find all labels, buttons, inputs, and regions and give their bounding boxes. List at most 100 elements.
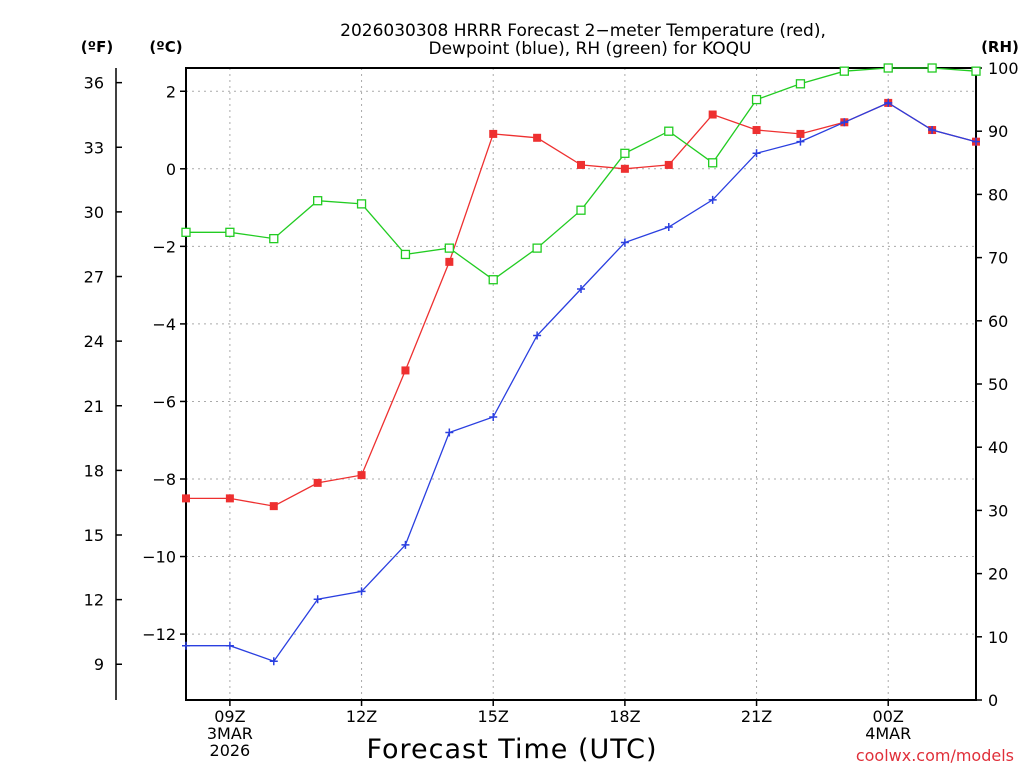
temperature-point: [182, 494, 190, 503]
x-tick-label: 4MAR: [865, 724, 911, 743]
rh-point: [269, 233, 279, 244]
dewpoint-point: [357, 587, 366, 596]
celsius-axis-label: (ºC): [149, 38, 182, 56]
dewpoint-point: [313, 595, 322, 604]
celsius-tick-label: −6: [152, 392, 176, 411]
rh-tick-label: 20: [988, 565, 1008, 584]
rh-tick-label: 30: [988, 501, 1008, 520]
x-tick-label: 15Z: [478, 707, 509, 726]
temperature-point: [445, 257, 454, 266]
dewpoint-point: [489, 412, 498, 421]
axes: 20−2−4−6−8−10−12363330272421181512910090…: [84, 59, 1019, 760]
temperature-point: [533, 133, 542, 142]
fahrenheit-tick-label: 24: [84, 332, 104, 351]
dewpoint-point: [620, 238, 629, 247]
fahrenheit-tick-label: 18: [84, 461, 104, 480]
dewpoint-point: [664, 222, 673, 231]
rh-tick-label: 40: [988, 438, 1008, 457]
x-tick-label: 00Z: [873, 707, 904, 726]
rh-point: [444, 243, 454, 253]
dewpoint-point: [884, 98, 893, 107]
rh-point: [313, 196, 323, 206]
rh-point: [883, 63, 893, 73]
dewpoint-point: [577, 285, 585, 294]
fahrenheit-tick-label: 12: [84, 591, 104, 610]
rh-point: [225, 227, 235, 237]
rh-point: [708, 158, 718, 168]
rh-tick-label: 100: [988, 59, 1019, 78]
celsius-tick-label: −12: [142, 625, 176, 644]
rh-point: [971, 66, 981, 76]
dewpoint-point: [928, 126, 937, 135]
dewpoint-line: [186, 102, 977, 662]
credit-text: coolwx.com/models: [856, 746, 1014, 765]
temperature-point: [708, 110, 717, 119]
fahrenheit-tick-label: 30: [84, 203, 104, 222]
rh-point: [400, 249, 411, 260]
dewpoint-point: [182, 641, 190, 650]
rh-tick-label: 80: [988, 185, 1008, 204]
x-tick-label: 21Z: [741, 707, 772, 726]
dewpoint-point: [752, 149, 761, 158]
dewpoint-point: [796, 137, 805, 146]
dewpoint-point: [401, 540, 410, 549]
celsius-tick-label: 2: [166, 82, 176, 101]
series-layer: [181, 63, 981, 666]
celsius-tick-label: −8: [152, 470, 176, 489]
temperature-point: [796, 129, 805, 138]
rh-point: [356, 199, 367, 209]
rh-point: [181, 227, 191, 237]
x-tick-label: 2026: [210, 741, 251, 760]
temperature-point: [664, 160, 673, 169]
fahrenheit-tick-label: 15: [84, 526, 104, 545]
fahrenheit-axis-label: (ºF): [81, 38, 113, 56]
celsius-tick-label: −4: [152, 315, 176, 334]
temperature-point: [620, 164, 629, 173]
dewpoint-point: [708, 195, 717, 204]
temperature-point: [489, 129, 498, 138]
x-tick-label: 18Z: [609, 707, 640, 726]
rh-point: [620, 148, 630, 158]
rh-point: [795, 79, 806, 89]
fahrenheit-tick-label: 9: [94, 655, 104, 674]
rh-line: [186, 67, 977, 281]
x-tick-label: 3MAR: [207, 724, 253, 743]
x-tick-label: 09Z: [214, 707, 245, 726]
temperature-point: [357, 471, 366, 480]
x-axis-title: Forecast Time (UTC): [366, 734, 657, 765]
dewpoint-point: [225, 641, 234, 650]
fahrenheit-tick-label: 27: [84, 268, 104, 287]
dewpoint-point: [445, 428, 454, 437]
rh-tick-label: 90: [988, 122, 1008, 141]
rh-point: [751, 94, 762, 105]
fahrenheit-tick-label: 36: [84, 74, 104, 93]
fahrenheit-tick-label: 21: [84, 397, 104, 416]
dewpoint-point: [840, 118, 849, 127]
temperature-point: [401, 366, 410, 375]
rh-point: [927, 63, 937, 73]
rh-point: [532, 243, 542, 253]
rh-tick-label: 10: [988, 628, 1008, 647]
x-tick-label: 12Z: [346, 707, 377, 726]
rh-point: [576, 205, 586, 215]
celsius-tick-label: 0: [166, 160, 176, 179]
celsius-tick-label: −2: [152, 237, 176, 256]
temperature-point: [225, 494, 234, 503]
celsius-tick-label: −10: [142, 548, 176, 567]
rh-tick-label: 70: [988, 249, 1008, 268]
dewpoint-point: [533, 331, 542, 340]
temperature-point: [577, 160, 585, 169]
chart-title-line-2: Dewpoint (blue), RH (green) for KOQU: [429, 39, 752, 59]
rh-point: [664, 126, 674, 136]
dewpoint-point: [269, 657, 278, 666]
temperature-point: [269, 502, 278, 511]
rh-axis-label: (RH): [981, 38, 1019, 56]
rh-point: [839, 66, 849, 76]
chart-title-line-1: 2026030308 HRRR Forecast 2−meter Tempera…: [340, 21, 826, 41]
temperature-point: [752, 126, 761, 135]
temperature-point: [313, 478, 322, 487]
rh-tick-label: 50: [988, 375, 1008, 394]
dewpoint-point: [972, 137, 980, 146]
rh-point: [488, 275, 498, 285]
